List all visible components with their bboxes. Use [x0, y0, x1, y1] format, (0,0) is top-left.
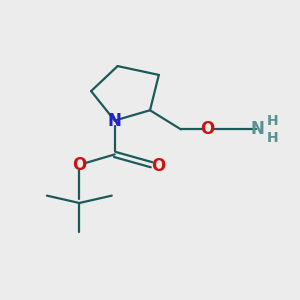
Text: N: N — [250, 120, 264, 138]
Text: O: O — [151, 157, 165, 175]
Text: O: O — [200, 120, 214, 138]
Text: N: N — [108, 112, 122, 130]
Text: H: H — [266, 114, 278, 128]
Text: O: O — [72, 156, 86, 174]
Text: H: H — [266, 130, 278, 145]
